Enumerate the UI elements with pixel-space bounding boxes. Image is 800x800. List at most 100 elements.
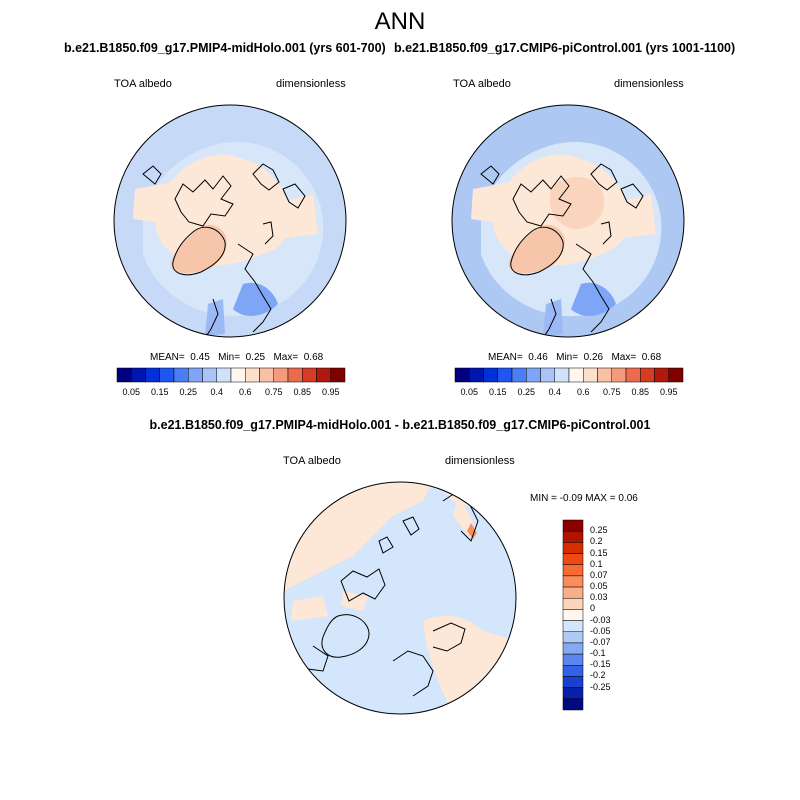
- panel3-colorbar-swatch: [562, 698, 584, 711]
- panel1-colorbar-swatch: [273, 367, 289, 383]
- panel3-colorbar-swatch: [562, 687, 584, 700]
- panel3-colorbar-tick-label: -0.03: [590, 614, 611, 625]
- panel3-colorbar-swatch: [562, 564, 584, 577]
- panel2-colorbar-swatch: [526, 367, 541, 383]
- panel3-colorbar-tick-label: 0.07: [590, 569, 608, 580]
- panel3-colorbar-swatch: [562, 575, 584, 588]
- panel3-colorbar-swatch: [562, 519, 584, 532]
- panel1-max: 0.68: [303, 352, 324, 363]
- panel3-colorbar: [562, 519, 584, 711]
- panel1-colorbar-tick-label: 0.25: [179, 387, 198, 397]
- panel3-colorbar-tick-label: -0.1: [590, 648, 606, 659]
- panel1-min: 0.25: [245, 352, 266, 363]
- panel3-colorbar-tick-label: 0.15: [590, 547, 608, 558]
- panel3-colorbar-swatch: [562, 597, 584, 610]
- panel2-colorbar-tick-label: 0.25: [517, 387, 536, 397]
- panel3-colorbar-swatch: [562, 631, 584, 644]
- panel1-colorbar-tick-label: 0.15: [150, 387, 169, 397]
- panel1-min-label: Min=: [218, 352, 241, 363]
- panel1-max-label: Max=: [273, 352, 299, 363]
- panel2-colorbar-tick-label: 0.75: [602, 387, 621, 397]
- panel2-colorbar-swatch: [554, 367, 570, 383]
- panel2-polar-map: [451, 104, 685, 338]
- panel2-min: 0.26: [583, 352, 604, 363]
- panel2-colorbar: [454, 367, 684, 383]
- panel2-colorbar-swatch: [625, 367, 641, 383]
- panel1-colorbar-tick-label: 0.75: [264, 387, 283, 397]
- panel1-colorbar-tick-label: 0.4: [210, 387, 223, 397]
- panel1-units-label: dimensionless: [276, 78, 346, 90]
- panel1-colorbar-tick-label: 0.05: [122, 387, 141, 397]
- panel1-colorbar-tick-label: 0.95: [321, 387, 340, 397]
- panel3-polar-map: [283, 481, 517, 715]
- panel1-variable-label: TOA albedo: [114, 78, 172, 90]
- panel2-units-label: dimensionless: [614, 78, 684, 90]
- panel3-variable-label: TOA albedo: [283, 455, 341, 467]
- panel1-colorbar-swatch: [188, 367, 203, 383]
- panel3-colorbar-swatch: [562, 665, 584, 677]
- panel2-colorbar-tick-label: 0.4: [548, 387, 561, 397]
- panel2-stats: MEAN= 0.46 Min= 0.26 Max= 0.68: [488, 352, 661, 363]
- panel3-colorbar-swatch: [562, 542, 584, 554]
- panel1-stats: MEAN= 0.45 Min= 0.25 Max= 0.68: [150, 352, 323, 363]
- panel1-colorbar-swatch: [116, 367, 132, 383]
- panel2-colorbar-swatch: [497, 367, 513, 383]
- panel1-colorbar-swatch: [202, 367, 217, 383]
- panel3-colorbar-tick-label: 0.25: [590, 525, 608, 536]
- panel3-colorbar-swatch: [562, 676, 584, 688]
- panel2-subtitle: b.e21.B1850.f09_g17.CMIP6-piControl.001 …: [394, 41, 736, 55]
- panel2-colorbar-swatch: [469, 367, 484, 383]
- panel2-colorbar-tick-label: 0.05: [460, 387, 479, 397]
- panel1-subtitle: b.e21.B1850.f09_g17.PMIP4-midHolo.001 (y…: [64, 41, 386, 55]
- panel2-colorbar-swatch: [511, 367, 527, 383]
- panel2-max: 0.68: [641, 352, 662, 363]
- panel2-mean: 0.46: [528, 352, 548, 363]
- panel2-colorbar-swatch: [583, 367, 598, 383]
- panel3-colorbar-swatch: [562, 620, 584, 633]
- panel2-colorbar-swatch: [568, 367, 584, 383]
- panel3-colorbar-swatch: [562, 553, 584, 565]
- panel1-mean-label: MEAN=: [150, 352, 185, 363]
- panel1-colorbar-swatch: [316, 367, 331, 383]
- panel2-colorbar-tick-label: 0.85: [631, 387, 650, 397]
- panel2-colorbar-tick-label: 0.15: [488, 387, 507, 397]
- panel2-colorbar-swatch: [654, 367, 669, 383]
- panel3-colorbar-tick-label: -0.15: [590, 659, 611, 670]
- panel3-colorbar-swatch: [562, 642, 584, 655]
- panel1-colorbar-swatch: [159, 367, 175, 383]
- panel2-max-label: Max=: [611, 352, 637, 363]
- panel1-colorbar-swatch: [216, 367, 232, 383]
- panel3-colorbar-tick-label: -0.25: [590, 681, 611, 692]
- panel1-colorbar-swatch: [330, 367, 346, 383]
- panel2-colorbar-swatch: [597, 367, 612, 383]
- panel3-colorbar-tick-label: 0: [590, 603, 596, 614]
- panel2-colorbar-swatch: [454, 367, 470, 383]
- panel3-colorbar-tick-label: 0.05: [590, 581, 608, 592]
- panel1-colorbar-swatch: [173, 367, 189, 383]
- panel3-colorbar-tick-label: -0.2: [590, 670, 606, 681]
- panel1-mean: 0.45: [190, 352, 210, 363]
- panel3-units-label: dimensionless: [445, 455, 515, 467]
- panel3-colorbar-tick-label: -0.05: [590, 625, 611, 636]
- panel2-colorbar-tick-label: 0.95: [659, 387, 678, 397]
- panel2-min-label: Min=: [556, 352, 579, 363]
- panel2-mean-label: MEAN=: [488, 352, 523, 363]
- panel3-subtitle: b.e21.B1850.f09_g17.PMIP4-midHolo.001 - …: [149, 418, 651, 432]
- panel1-colorbar-tick-label: 0.85: [293, 387, 312, 397]
- panel2-colorbar-swatch: [483, 367, 498, 383]
- panel1-colorbar-swatch: [131, 367, 146, 383]
- panel2-colorbar-swatch: [540, 367, 555, 383]
- panel1-colorbar-tick-label: 0.6: [238, 387, 252, 397]
- panel1-colorbar-swatch: [302, 367, 317, 383]
- panel1-colorbar-swatch: [145, 367, 160, 383]
- panel2-colorbar-swatch: [611, 367, 627, 383]
- panel2-colorbar-tick-label: 0.6: [576, 387, 590, 397]
- panel1-colorbar: [116, 367, 346, 383]
- panel1-polar-map: [113, 104, 347, 338]
- panel2-variable-label: TOA albedo: [453, 78, 511, 90]
- panel3-colorbar-tick-label: 0.03: [590, 592, 608, 603]
- panel1-colorbar-swatch: [287, 367, 303, 383]
- panel1-colorbar-swatch: [259, 367, 274, 383]
- panel3-colorbar-swatch: [562, 653, 584, 666]
- figure-title: ANN: [374, 8, 426, 35]
